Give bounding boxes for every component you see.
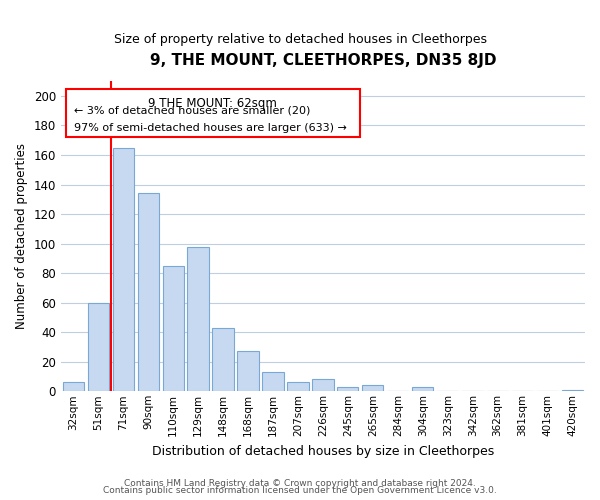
Bar	[187, 246, 209, 392]
Y-axis label: Number of detached properties: Number of detached properties	[15, 143, 28, 329]
Text: ← 3% of detached houses are smaller (20): ← 3% of detached houses are smaller (20)	[74, 106, 310, 116]
Title: 9, THE MOUNT, CLEETHORPES, DN35 8JD: 9, THE MOUNT, CLEETHORPES, DN35 8JD	[149, 52, 496, 68]
X-axis label: Distribution of detached houses by size in Cleethorpes: Distribution of detached houses by size …	[152, 444, 494, 458]
Bar	[137, 194, 159, 392]
Text: Contains HM Land Registry data © Crown copyright and database right 2024.: Contains HM Land Registry data © Crown c…	[124, 478, 476, 488]
Bar	[337, 387, 358, 392]
Text: 9 THE MOUNT: 62sqm: 9 THE MOUNT: 62sqm	[148, 96, 277, 110]
Bar	[163, 266, 184, 392]
Bar	[562, 390, 583, 392]
Bar	[312, 380, 334, 392]
Bar	[262, 372, 284, 392]
Bar	[362, 386, 383, 392]
Bar	[287, 382, 308, 392]
Text: Size of property relative to detached houses in Cleethorpes: Size of property relative to detached ho…	[113, 32, 487, 46]
Bar	[212, 328, 233, 392]
Bar	[238, 352, 259, 392]
Bar	[412, 387, 433, 392]
Bar	[62, 382, 84, 392]
FancyBboxPatch shape	[66, 89, 359, 137]
Text: 97% of semi-detached houses are larger (633) →: 97% of semi-detached houses are larger (…	[74, 124, 347, 134]
Text: Contains public sector information licensed under the Open Government Licence v3: Contains public sector information licen…	[103, 486, 497, 495]
Bar	[88, 302, 109, 392]
Bar	[113, 148, 134, 392]
